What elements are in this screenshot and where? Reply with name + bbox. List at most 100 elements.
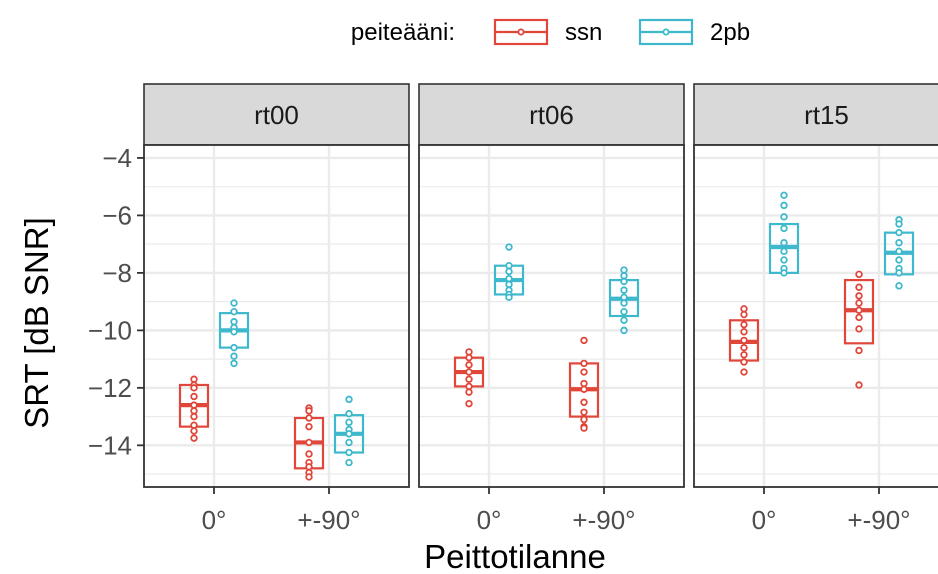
data-point — [895, 256, 903, 264]
panel-border — [418, 144, 685, 488]
data-point — [780, 224, 788, 233]
data-point — [190, 384, 198, 392]
strip-rt00 — [143, 83, 410, 146]
y-axis-title: SRT [dB SNR] — [18, 217, 55, 429]
data-point — [620, 326, 628, 335]
data-point — [305, 414, 313, 422]
x-tick-label: 0° — [752, 505, 777, 535]
y-tick-label: −10 — [88, 315, 132, 345]
data-point — [230, 318, 238, 326]
data-point — [230, 352, 238, 360]
data-point — [505, 262, 513, 270]
data-point — [345, 430, 353, 438]
data-point — [230, 328, 238, 336]
data-point — [190, 375, 198, 383]
x-tick-label: 0° — [202, 505, 227, 535]
legend-label-2pb: 2pb — [710, 19, 750, 46]
panel-border — [693, 144, 938, 488]
data-point — [580, 336, 588, 345]
legend-title: peiteääni: — [351, 19, 455, 46]
data-point — [620, 272, 628, 280]
box-rt06-0-2pb — [493, 243, 525, 302]
legend-entry-ssn: ssn — [493, 18, 602, 46]
data-point — [345, 438, 353, 447]
panel-background — [694, 145, 938, 487]
data-point — [855, 270, 863, 279]
panel-rt15: rt15 0° +-90° — [693, 83, 938, 535]
data-point — [895, 269, 903, 277]
legend-key-point-2pb — [662, 28, 670, 36]
data-point — [230, 343, 238, 352]
data-point — [305, 473, 313, 481]
data-point — [855, 313, 863, 322]
data-point — [190, 412, 198, 421]
data-point — [190, 401, 198, 409]
box-rt15-0-2pb — [768, 191, 800, 277]
data-point — [780, 256, 788, 264]
data-point — [580, 415, 588, 424]
data-point — [855, 299, 863, 307]
data-point — [895, 247, 903, 256]
panel-rt06: rt06 0° +-90° — [418, 83, 685, 535]
legend-label-ssn: ssn — [565, 19, 602, 46]
data-point — [620, 277, 628, 286]
data-point — [345, 395, 353, 404]
data-point — [345, 410, 353, 418]
data-point — [190, 392, 198, 401]
data-point — [190, 434, 198, 442]
panel-border — [143, 144, 410, 488]
data-point — [855, 306, 863, 314]
data-point — [230, 299, 238, 307]
data-point — [305, 438, 313, 447]
data-point — [895, 228, 903, 237]
data-point — [465, 375, 473, 383]
box-rt06-0-ssn — [453, 348, 485, 408]
data-point — [620, 266, 628, 274]
data-point — [465, 368, 473, 376]
box-rt15-90-ssn — [843, 270, 875, 389]
box-rt06-90-ssn — [568, 336, 600, 432]
data-point — [855, 346, 863, 355]
x-tick-label: 0° — [477, 505, 502, 535]
data-point — [620, 286, 628, 294]
box-rt00-90-ssn — [293, 404, 325, 481]
data-point — [780, 247, 788, 256]
data-point — [740, 328, 748, 336]
data-point — [895, 239, 903, 247]
data-point — [190, 427, 198, 435]
y-tick-label: −4 — [102, 143, 132, 173]
x-axis-title: Peittotilanne — [424, 538, 606, 574]
box-rt15-90-2pb — [883, 216, 915, 290]
box-rt00-0-ssn — [178, 375, 210, 442]
panel-background — [144, 145, 409, 487]
data-point — [505, 280, 513, 289]
strip-label-rt15: rt15 — [804, 100, 849, 130]
data-point — [505, 274, 513, 283]
panel-rt00: rt00 0° +-90° — [143, 83, 410, 535]
data-point — [855, 292, 863, 300]
data-point — [190, 407, 198, 415]
data-point — [780, 239, 788, 247]
data-point — [345, 418, 353, 427]
data-point — [465, 388, 473, 396]
legend-key-point-ssn — [517, 28, 525, 36]
data-point — [230, 307, 238, 316]
data-point — [580, 408, 588, 416]
data-point — [465, 348, 473, 356]
data-point — [580, 359, 588, 368]
legend-entry-2pb: 2pb — [638, 18, 750, 46]
x-tick-label: +-90° — [297, 505, 360, 535]
data-point — [465, 361, 473, 369]
data-point — [305, 407, 313, 415]
data-point — [740, 343, 748, 352]
data-point — [855, 325, 863, 333]
box-rt15-0-ssn — [728, 305, 760, 376]
data-point — [230, 359, 238, 368]
y-tick-label: −12 — [88, 373, 132, 403]
data-point — [465, 399, 473, 408]
data-point — [305, 463, 313, 471]
data-point — [780, 269, 788, 277]
data-point — [855, 381, 863, 389]
data-point — [580, 424, 588, 432]
strip-label-rt06: rt06 — [529, 100, 574, 130]
